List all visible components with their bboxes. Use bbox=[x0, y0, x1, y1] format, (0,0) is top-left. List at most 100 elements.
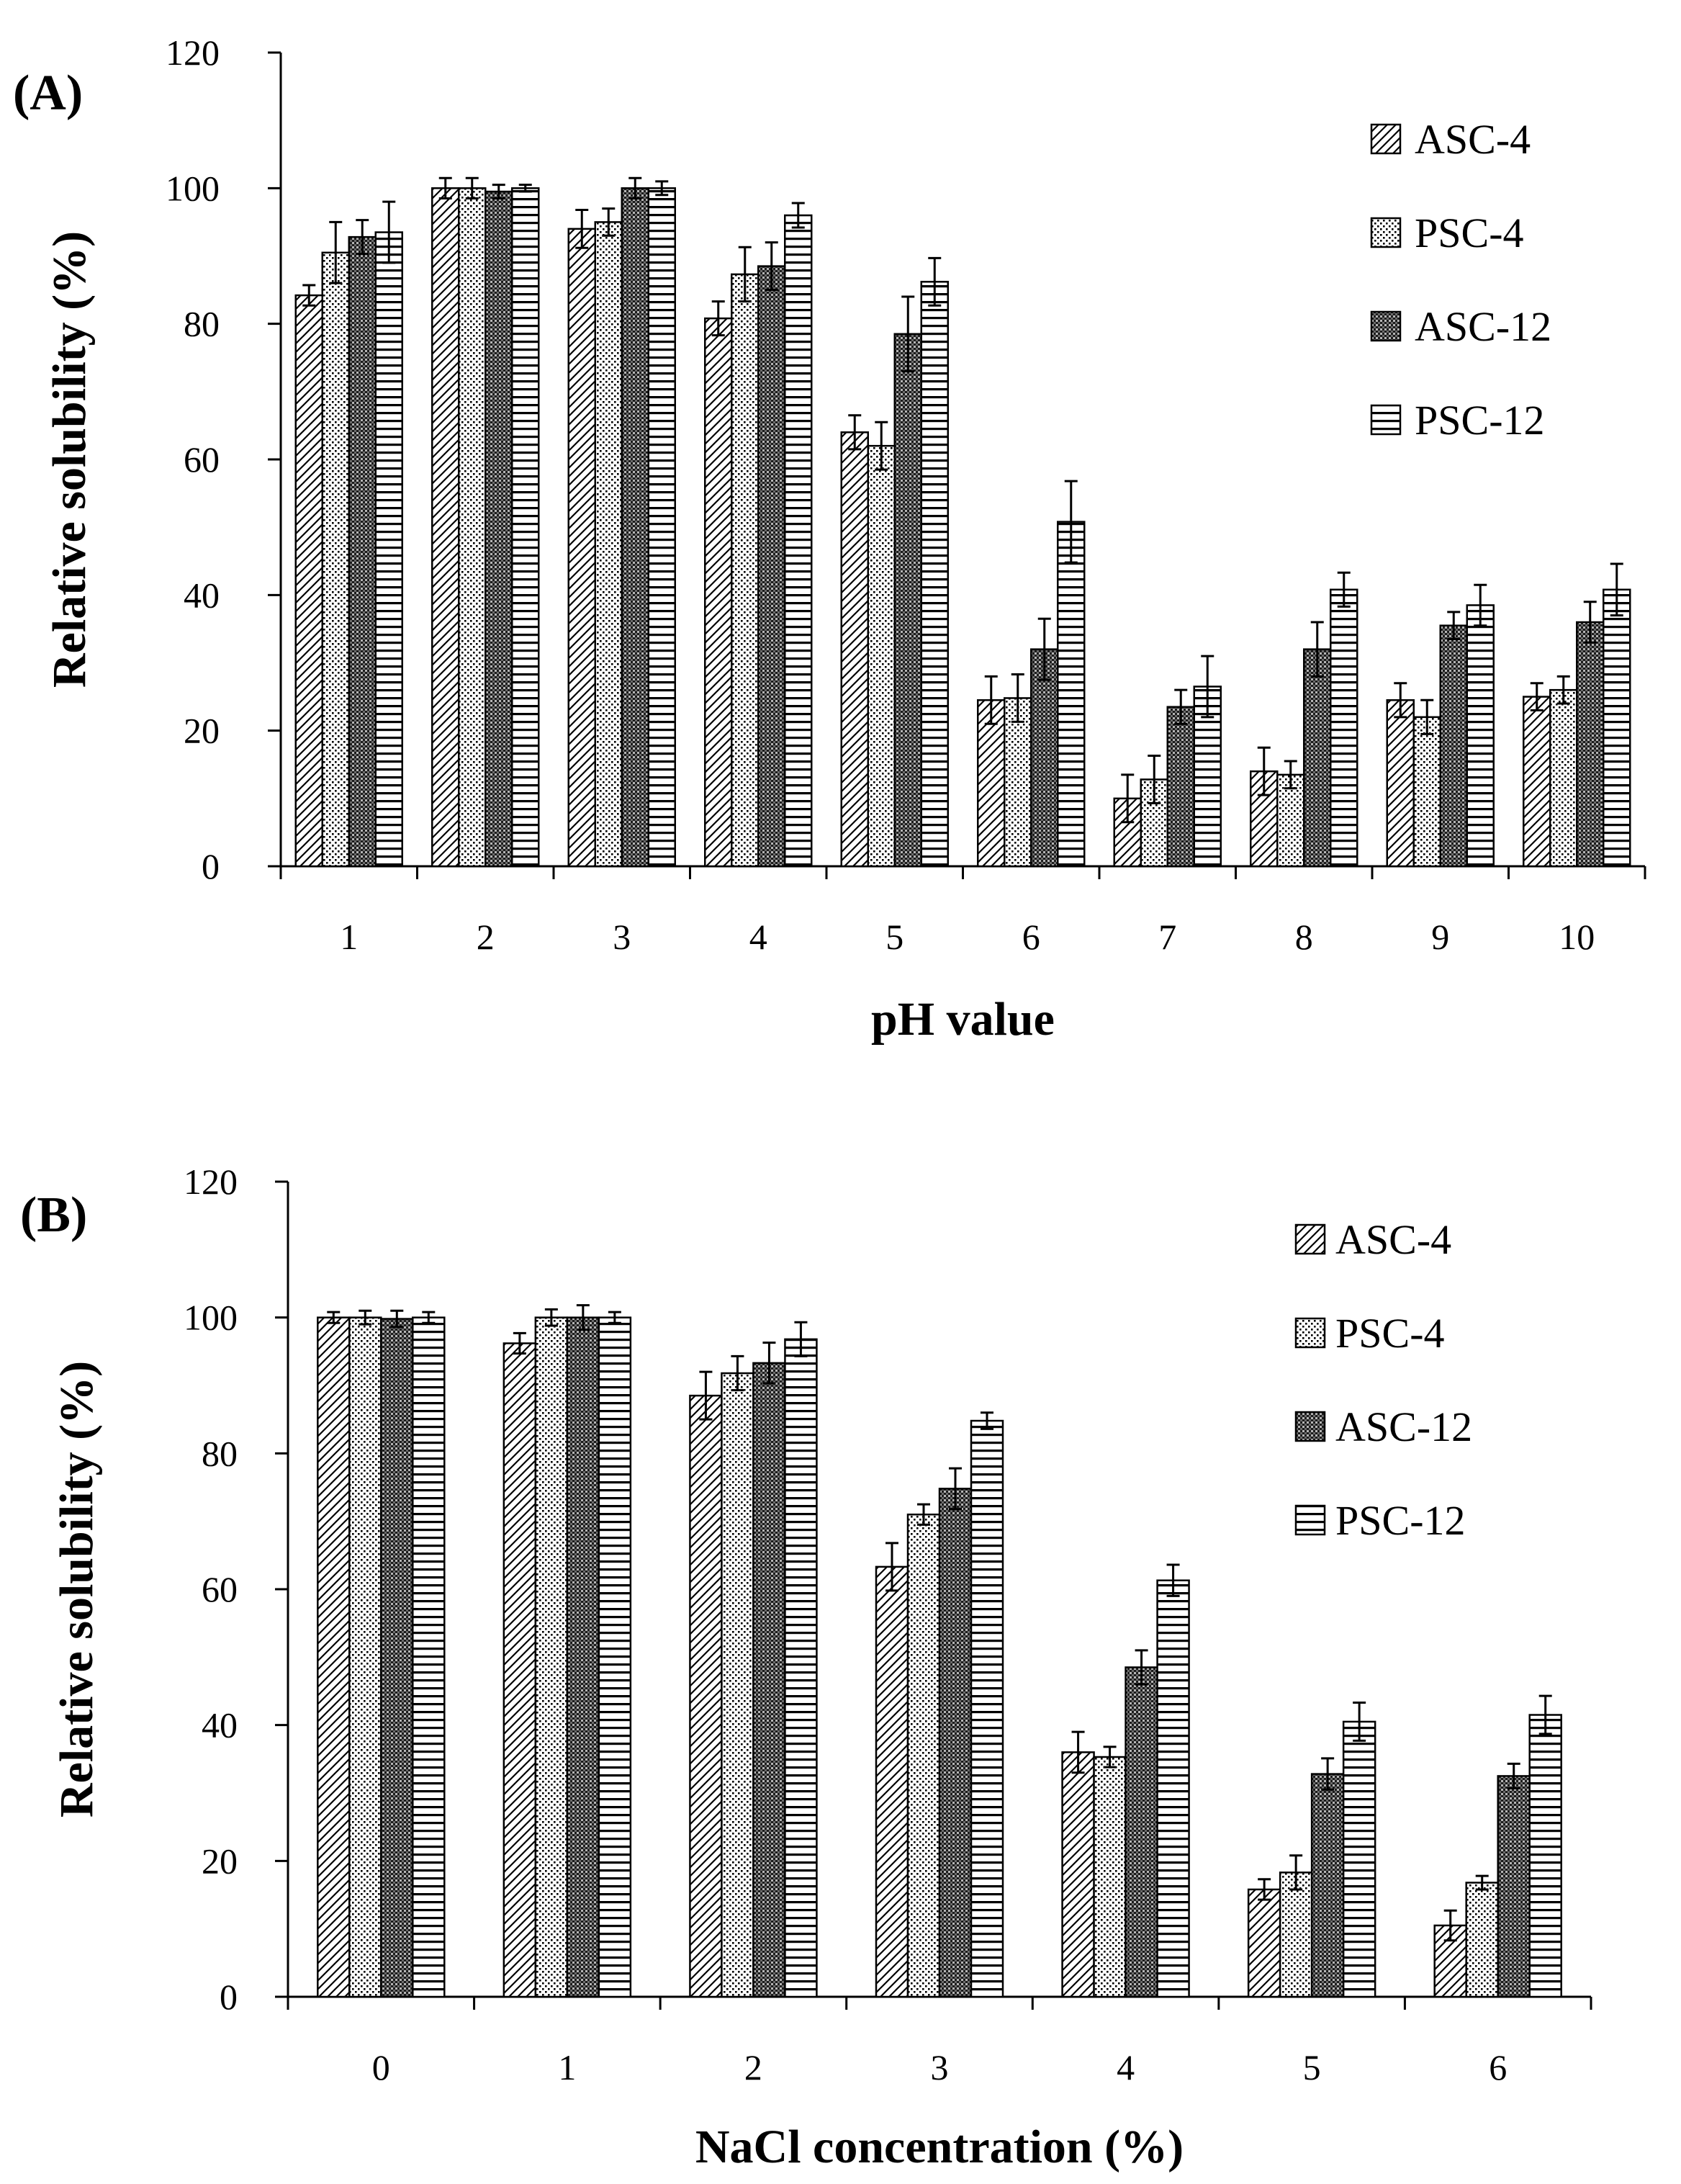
bar-asc-12-10 bbox=[1576, 621, 1605, 868]
legend-swatch-psc-12 bbox=[1370, 404, 1402, 436]
x-tick-label: 0 bbox=[372, 2047, 390, 2088]
legend-swatch-asc-12 bbox=[1370, 310, 1402, 342]
y-tick-label: 120 bbox=[166, 32, 220, 73]
bar-asc-12-1 bbox=[348, 235, 377, 868]
bar-asc-4-4 bbox=[704, 317, 733, 868]
bar-asc-4-3 bbox=[567, 228, 596, 868]
bar-asc-12-1 bbox=[566, 1316, 600, 1998]
y-axis-title: Relative solubility (%) bbox=[50, 1361, 103, 1817]
bar-psc-4-6 bbox=[1465, 1882, 1499, 1998]
legend-swatch-psc-4 bbox=[1294, 1317, 1326, 1349]
x-tick-label: 3 bbox=[931, 2047, 949, 2088]
bar-psc-4-2 bbox=[721, 1372, 754, 1998]
bar-psc-4-0 bbox=[348, 1316, 382, 1998]
y-tick-label: 120 bbox=[184, 1161, 238, 1202]
x-tick-label: 6 bbox=[1489, 2047, 1507, 2088]
bar-asc-4-2 bbox=[689, 1394, 723, 1998]
bar-asc-12-2 bbox=[485, 190, 513, 868]
x-tick-label: 5 bbox=[885, 917, 903, 957]
bar-psc-4-5 bbox=[1279, 1871, 1313, 1998]
bar-psc-4-2 bbox=[458, 187, 487, 868]
bar-psc-12-9 bbox=[1466, 604, 1495, 868]
bar-psc-4-4 bbox=[1093, 1756, 1127, 1998]
bar-asc-4-2 bbox=[431, 187, 460, 868]
y-tick-label: 0 bbox=[202, 846, 220, 886]
legend-label-asc-4: ASC-4 bbox=[1335, 1216, 1451, 1263]
x-axis-title: pH value bbox=[871, 993, 1055, 1046]
bar-asc-12-5 bbox=[1310, 1773, 1345, 1998]
x-tick-label: 4 bbox=[749, 917, 767, 957]
bar-asc-12-2 bbox=[752, 1362, 786, 1998]
x-tick-label: 1 bbox=[340, 917, 358, 957]
bar-psc-12-2 bbox=[784, 1338, 818, 1998]
x-axis-title: NaCl concentration (%) bbox=[695, 2121, 1184, 2173]
bar-asc-4-1 bbox=[294, 294, 323, 868]
legend-swatch-asc-12 bbox=[1294, 1411, 1326, 1442]
legend-label-asc-4: ASC-4 bbox=[1415, 116, 1531, 163]
bar-asc-12-6 bbox=[1497, 1775, 1531, 1998]
bar-psc-12-10 bbox=[1603, 588, 1631, 868]
y-tick-label: 80 bbox=[202, 1433, 238, 1473]
bar-psc-12-5 bbox=[1342, 1720, 1376, 1998]
panel-a: 0 20 40 60 80 100 120 1 2 3 4 5 6 7 8 9 10 (A) Relative so… bbox=[13, 32, 1646, 1046]
bar-psc-4-1 bbox=[321, 251, 350, 868]
bar-psc-12-1 bbox=[598, 1316, 632, 1998]
bar-psc-4-4 bbox=[731, 273, 760, 868]
legend-label-asc-12: ASC-12 bbox=[1415, 303, 1551, 350]
bar-asc-12-9 bbox=[1439, 624, 1468, 868]
y-tick-label: 60 bbox=[184, 439, 220, 480]
legend-swatch-psc-12 bbox=[1294, 1504, 1326, 1536]
x-tick-label: 4 bbox=[1117, 2047, 1135, 2088]
legend-label-psc-12: PSC-12 bbox=[1335, 1497, 1466, 1544]
bar-psc-12-6 bbox=[1057, 521, 1086, 868]
x-tick-label: 1 bbox=[558, 2047, 576, 2088]
x-tick-label: 6 bbox=[1022, 917, 1040, 957]
bar-psc-4-3 bbox=[594, 221, 623, 868]
bar-psc-4-6 bbox=[1004, 697, 1032, 868]
bar-asc-12-8 bbox=[1303, 648, 1332, 868]
bar-asc-12-3 bbox=[621, 187, 649, 868]
bar-psc-12-4 bbox=[784, 214, 813, 868]
bar-psc-4-9 bbox=[1412, 716, 1441, 868]
legend-swatch-asc-4 bbox=[1370, 123, 1402, 155]
panel-label: (A) bbox=[13, 66, 83, 121]
y-tick-label: 80 bbox=[184, 304, 220, 344]
bar-asc-4-1 bbox=[503, 1342, 537, 1998]
bar-asc-12-5 bbox=[893, 333, 922, 868]
bar-psc-4-10 bbox=[1549, 688, 1578, 868]
bar-asc-4-5 bbox=[840, 431, 869, 868]
x-tick-label: 10 bbox=[1559, 917, 1595, 957]
y-tick-label: 20 bbox=[202, 1841, 238, 1881]
bar-psc-12-5 bbox=[920, 281, 949, 868]
bar-psc-12-6 bbox=[1528, 1714, 1562, 1998]
bar-psc-12-8 bbox=[1330, 588, 1358, 868]
bar-psc-12-2 bbox=[511, 187, 540, 868]
bar-psc-4-5 bbox=[867, 444, 896, 868]
bar-asc-4-3 bbox=[875, 1565, 909, 1998]
x-tick-label: 7 bbox=[1158, 917, 1176, 957]
panel-label: (B) bbox=[20, 1187, 87, 1243]
bar-asc-4-6 bbox=[977, 699, 1006, 868]
legend-swatch-psc-4 bbox=[1370, 217, 1402, 248]
bar-psc-12-0 bbox=[412, 1316, 446, 1998]
bar-psc-12-7 bbox=[1193, 686, 1222, 868]
y-tick-label: 40 bbox=[184, 575, 220, 615]
x-tick-label: 2 bbox=[744, 2047, 762, 2088]
bar-psc-12-3 bbox=[647, 187, 676, 868]
bar-asc-4-0 bbox=[317, 1316, 351, 1998]
legend-label-psc-12: PSC-12 bbox=[1415, 397, 1545, 444]
y-tick-label: 100 bbox=[184, 1298, 238, 1338]
y-tick-label: 0 bbox=[220, 1977, 238, 2017]
bar-psc-4-1 bbox=[534, 1316, 569, 1998]
bar-asc-12-3 bbox=[938, 1488, 973, 1998]
legend-label-psc-4: PSC-4 bbox=[1415, 210, 1524, 256]
bar-psc-12-1 bbox=[374, 231, 403, 868]
bar-asc-12-0 bbox=[380, 1318, 414, 1998]
y-tick-label: 20 bbox=[184, 711, 220, 751]
y-tick-label: 60 bbox=[202, 1569, 238, 1609]
panel-b: 0 20 40 60 80 100 120 0 1 2 3 4 5 6 (B) Relative solubi… bbox=[20, 1161, 1592, 2173]
y-tick-label: 100 bbox=[166, 168, 220, 208]
x-tick-label: 2 bbox=[477, 917, 495, 957]
x-tick-label: 8 bbox=[1295, 917, 1313, 957]
